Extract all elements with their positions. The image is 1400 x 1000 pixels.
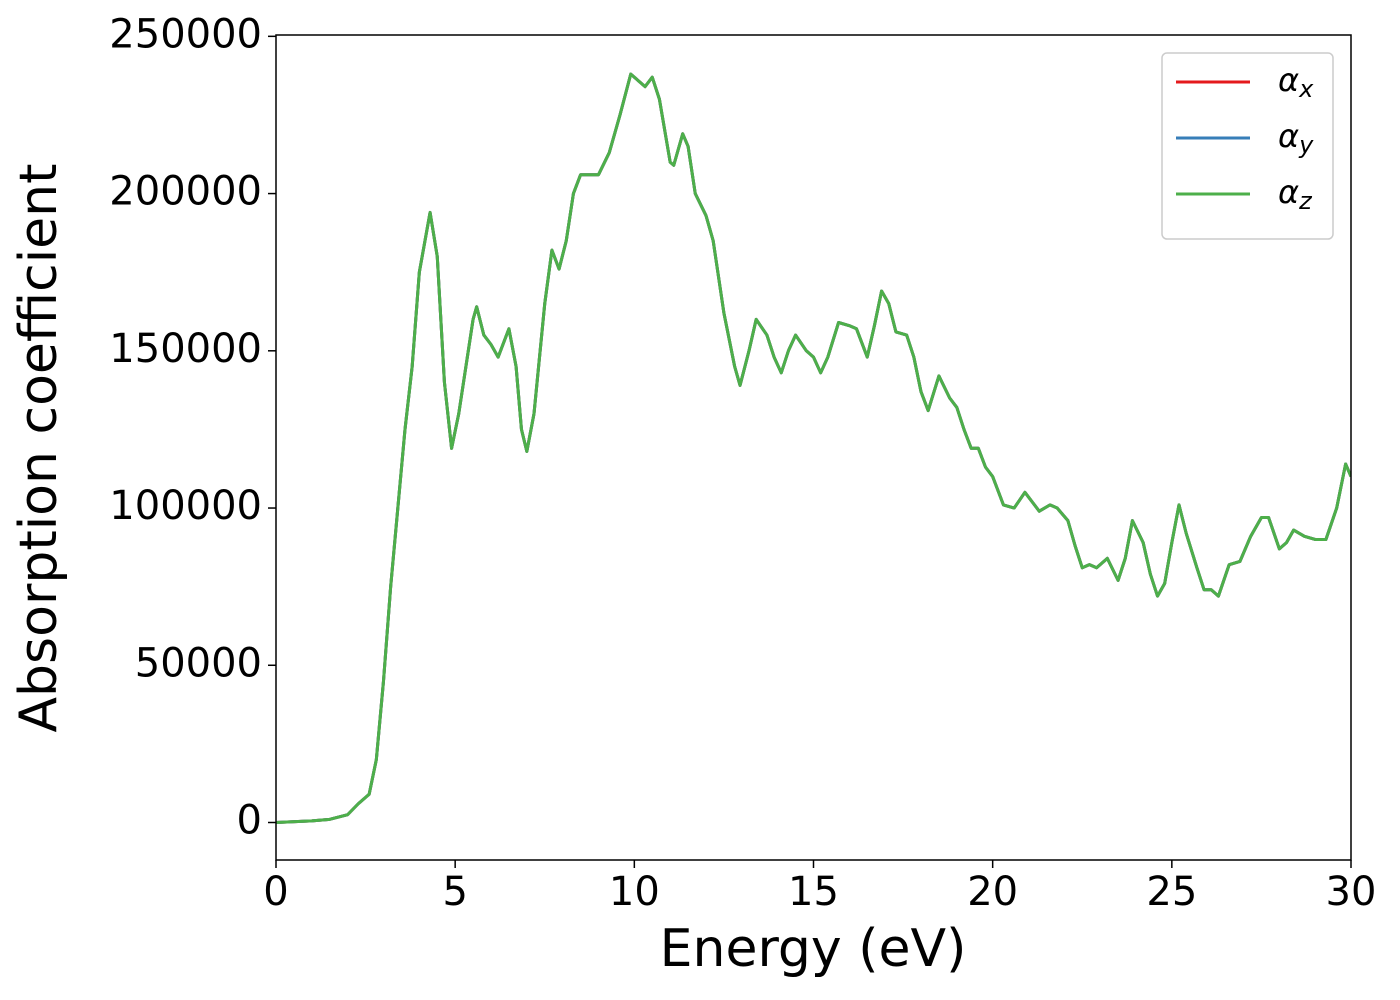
x-tick-label: 25 bbox=[1146, 869, 1197, 915]
y-tick-label: 50000 bbox=[135, 640, 262, 686]
x-axis-label: Energy (eV) bbox=[660, 919, 967, 979]
y-tick-label: 150000 bbox=[109, 326, 262, 372]
x-tick-label: 30 bbox=[1326, 869, 1377, 915]
series-line bbox=[276, 72, 1351, 824]
legend-label: αz bbox=[1278, 173, 1313, 215]
y-tick-label: 0 bbox=[237, 798, 262, 844]
x-tick-label: 5 bbox=[442, 869, 467, 915]
x-tick-label: 20 bbox=[967, 869, 1018, 915]
y-tick-label: 100000 bbox=[109, 483, 262, 529]
x-tick-label: 10 bbox=[609, 869, 660, 915]
y-tick-label: 200000 bbox=[109, 169, 262, 215]
y-axis-label: Absorption coefficient bbox=[9, 163, 69, 732]
legend-label: αx bbox=[1278, 61, 1314, 103]
plot-frame bbox=[275, 34, 1352, 861]
x-tick-label: 15 bbox=[788, 869, 839, 915]
x-tick-label: 0 bbox=[263, 869, 288, 915]
legend-label: αy bbox=[1278, 117, 1314, 159]
y-tick-label: 250000 bbox=[109, 11, 262, 57]
